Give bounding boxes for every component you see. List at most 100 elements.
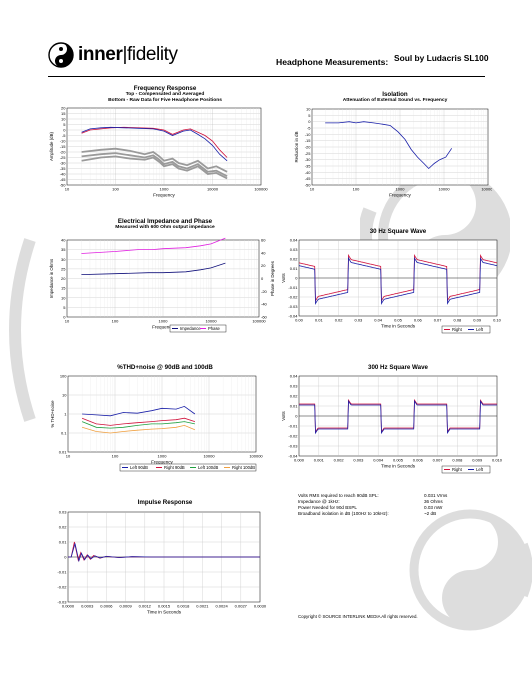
x-tick-label: 0.0012 (139, 604, 152, 609)
thd-title: %THD+noise @ 90dB and 100dB (117, 364, 213, 371)
x-tick-label: 0.005 (393, 458, 404, 463)
y-tick-label: -50 (305, 183, 312, 188)
x-tick-label: 0.09 (473, 318, 482, 323)
x-tick-label: 0.010 (492, 458, 503, 463)
x-tick-label: 0.04 (374, 318, 383, 323)
y-axis-label: Volts (282, 272, 286, 282)
brand-sep: | (122, 44, 127, 65)
legend-box (119, 463, 257, 472)
y2-axis-label: Phase in Degrees (270, 260, 275, 296)
y-tick-label: -40 (305, 170, 312, 175)
x-axis-label: Frequency (152, 325, 174, 330)
y-tick-label: -25 (305, 151, 312, 156)
x-tick-label: 10 (310, 187, 315, 192)
series-line-0 (299, 398, 497, 434)
measurement-info: Volts RMS required to reach 90dB SPL: 0.0… (298, 493, 498, 517)
series-line-2 (81, 147, 228, 173)
y-tick-label: 100 (60, 374, 67, 379)
y-tick-label: -0.01 (288, 424, 298, 429)
y-tick-label: 10 (61, 295, 66, 300)
y-tick-label: -0.01 (57, 570, 67, 575)
y2-tick-label: -60 (261, 315, 268, 320)
info-row: Impedance @ 1kHz: 36 Ohms (298, 499, 443, 504)
x-tick-label: 0.007 (433, 458, 444, 463)
y-tick-label: -0.02 (288, 295, 298, 300)
y-tick-label: 0.03 (290, 247, 299, 252)
x-tick-label: 100000 (249, 454, 263, 459)
y-tick-label: 0 (295, 414, 298, 419)
y2-tick-label: 40 (261, 250, 266, 255)
y-tick-label: -0.04 (288, 314, 298, 319)
y-tick-label: 0.01 (290, 404, 299, 409)
y-tick-label: 0.02 (59, 525, 68, 530)
y-tick-label: 0.03 (290, 384, 299, 389)
y-tick-label: 0.01 (59, 450, 68, 455)
y-tick-label: 0.04 (290, 374, 299, 379)
series-line-0 (81, 262, 226, 275)
y-tick-label: 25 (61, 266, 66, 271)
impulse-title: Impulse Response (137, 499, 193, 506)
headphone-model: Soul by Ludacris SL100 (394, 53, 489, 63)
legend-label: Left (476, 467, 484, 472)
brand-left: inner (78, 44, 123, 65)
y-tick-label: -40 (60, 172, 67, 177)
series-line-4 (81, 155, 228, 180)
y-tick-label: 0.01 (290, 266, 299, 271)
series-line-1 (81, 237, 226, 254)
x-tick-label: 100000 (481, 187, 492, 192)
info-row: Broadband isolation in dB (100Hz to 10kH… (298, 511, 437, 516)
y-tick-label: -45 (305, 176, 312, 181)
series-line-3 (81, 424, 196, 434)
series-line-2 (81, 421, 195, 429)
x-tick-label: 0.0003 (81, 604, 94, 609)
y2-tick-label: 20 (261, 263, 266, 268)
x-tick-label: 0.02 (335, 318, 344, 323)
y-tick-label: 0.02 (290, 394, 299, 399)
x-tick-label: 0.0024 (215, 604, 228, 609)
x-axis-label: Time in Seconds (381, 324, 416, 329)
y-tick-label: 20 (61, 106, 66, 111)
y-tick-label: 0 (63, 128, 66, 133)
x-tick-label: 0.008 (452, 458, 463, 463)
y-tick-label: -5 (62, 133, 66, 138)
series-line-0 (81, 126, 228, 158)
legend-label: Left 100dB (198, 465, 218, 470)
legend-label: Right (452, 327, 463, 332)
y2-tick-label: 0 (261, 276, 264, 281)
x-tick-label: 0.0021 (196, 604, 209, 609)
y-tick-label: -0.03 (288, 304, 298, 309)
x-tick-label: 0.0000 (62, 604, 75, 609)
y-tick-label: 0.03 (59, 510, 68, 515)
x-tick-label: 0.03 (355, 318, 364, 323)
y-tick-label: -0.01 (288, 285, 298, 290)
y-tick-label: 0 (63, 315, 66, 320)
y-tick-label: -35 (305, 164, 312, 169)
y-tick-label: -20 (305, 145, 312, 150)
sq30-title: 30 Hz Square Wave (369, 228, 427, 235)
x-tick-label: 0.07 (434, 318, 443, 323)
x-tick-label: 1000 (159, 319, 169, 324)
brand-logo: inner|fidelity (48, 38, 198, 72)
x-tick-label: 0.001 (314, 458, 325, 463)
y-tick-label: 0 (308, 119, 311, 124)
y-tick-label: -10 (305, 132, 312, 137)
x-tick-label: 0.0006 (100, 604, 113, 609)
y-tick-label: -15 (305, 138, 312, 143)
y-tick-label: -0.02 (288, 434, 298, 439)
x-tick-label: 100 (112, 454, 119, 459)
y-tick-label: 0.01 (59, 540, 68, 545)
x-tick-label: 0.002 (334, 458, 345, 463)
y-tick-label: 35 (61, 247, 66, 252)
y-tick-label: 0.1 (61, 431, 67, 436)
legend-box (169, 324, 227, 333)
x-tick-label: 100000 (254, 187, 268, 192)
y-axis-label: Volts (282, 410, 286, 420)
y-tick-label: 1 (64, 412, 67, 417)
y-tick-label: -30 (305, 157, 312, 162)
x-tick-label: 0.0027 (235, 604, 248, 609)
imp-title: Electrical Impedance and Phase (117, 218, 213, 225)
x-tick-label: 0.06 (414, 318, 423, 323)
